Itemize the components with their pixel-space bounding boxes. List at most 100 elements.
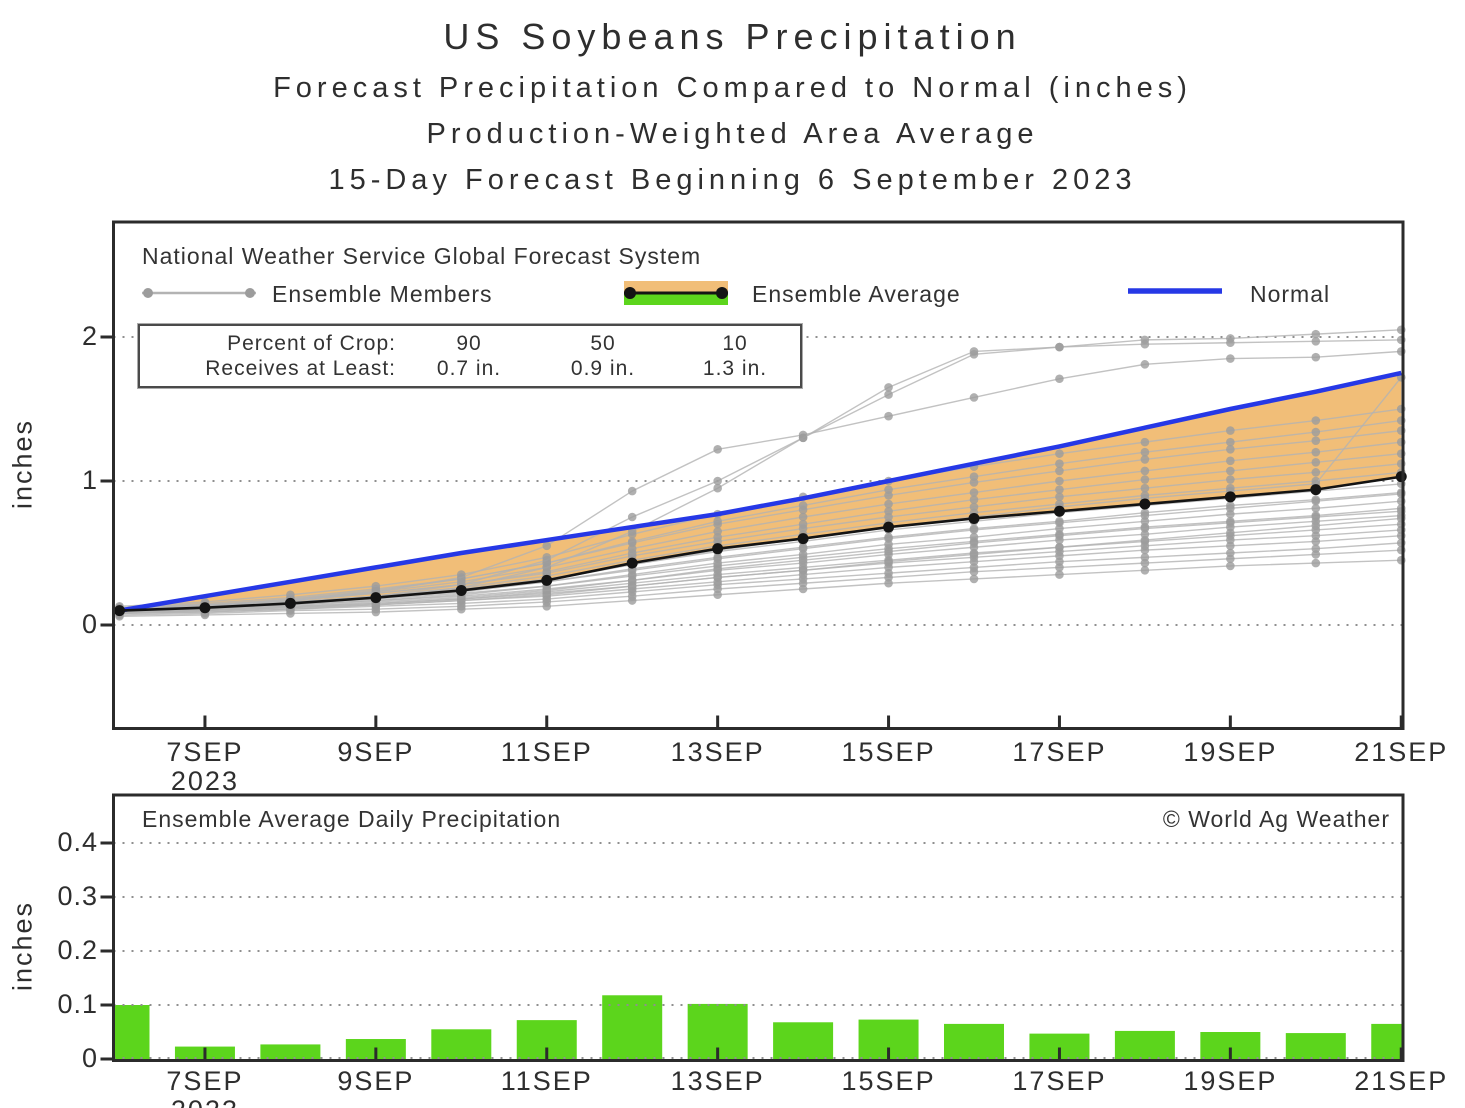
daily-precip-bar [260, 1044, 321, 1059]
ensemble-member-dot [1226, 518, 1235, 528]
ensemble-average-dot [797, 533, 809, 545]
daily-precip-bar [944, 1023, 1004, 1059]
daily-precip-bar [602, 995, 663, 1059]
ensemble-member-dot [1311, 504, 1321, 513]
ensemble-member-dot [1226, 445, 1235, 454]
ensemble-average-dot [455, 584, 467, 596]
legend-members-dot [245, 288, 255, 298]
ensemble-member-line [119, 523, 1402, 615]
ensemble-member-dot [884, 534, 893, 543]
ensemble-member-dot [627, 537, 637, 546]
ensemble-member-line [119, 429, 1402, 609]
ensemble-average-dot [1139, 498, 1151, 510]
ensemble-member-dot [713, 573, 722, 582]
ensemble-member-dot [1226, 426, 1235, 435]
ensemble-member-dot [1055, 466, 1064, 476]
ensemble-member-dot [1226, 548, 1235, 558]
ensemble-member-dot [1055, 542, 1064, 552]
ensemble-member-dot [1140, 483, 1150, 493]
bottom-chart-border [112, 793, 1405, 1062]
ensemble-member-dot [1226, 437, 1235, 447]
legend-average-dot [716, 287, 728, 299]
ensemble-member-dot [1226, 456, 1235, 466]
ensemble-member-dot [713, 554, 722, 564]
ensemble-member-dot [1055, 492, 1064, 502]
ensemble-member-line [119, 441, 1402, 610]
ensemble-member-dot [1140, 475, 1150, 484]
ensemble-member-dot [1140, 535, 1150, 545]
ensemble-member-line [119, 549, 1402, 616]
ensemble-member-dot [1311, 496, 1321, 506]
legend-members-dot [143, 288, 153, 298]
ensemble-member-dot [1140, 447, 1150, 457]
ensemble-member-dot [1311, 436, 1321, 445]
ensemble-member-dot [627, 512, 637, 522]
ensemble-member-line [119, 535, 1402, 613]
legend-average-band-below [624, 294, 728, 305]
daily-precip-bar [773, 1022, 834, 1059]
daily-precip-bar [1371, 1023, 1402, 1059]
ensemble-member-dot [1311, 329, 1321, 339]
ensemble-average-dot [1310, 484, 1322, 496]
ensemble-member-dot [1226, 504, 1235, 513]
ensemble-average-dot [883, 521, 895, 533]
ensemble-member-line [119, 517, 1402, 615]
ensemble-member-dot [1140, 466, 1150, 476]
daily-precip-bar [1285, 1033, 1346, 1059]
ensemble-member-dot [969, 495, 979, 505]
ensemble-average-dot [626, 557, 638, 569]
ensemble-member-dot [1055, 449, 1064, 458]
ensemble-member-dot [713, 483, 722, 493]
ensemble-member-dot [1311, 521, 1321, 530]
ensemble-member-dot [969, 574, 979, 584]
ensemble-member-dot [542, 541, 552, 551]
ensemble-member-dot [1311, 468, 1321, 477]
ensemble-member-dot [884, 506, 893, 516]
ensemble-member-dot [969, 502, 979, 512]
ensemble-member-dot [969, 472, 979, 481]
ensemble-member-dot [1311, 558, 1321, 568]
ensemble-member-dot [1226, 561, 1235, 571]
ensemble-member-dot [627, 576, 637, 585]
band-below-normal [119, 373, 1402, 611]
ensemble-member-dot [457, 573, 466, 582]
ensemble-member-line [119, 542, 1402, 615]
ensemble-member-dot [1055, 518, 1064, 528]
ensemble-member-dot [1311, 544, 1321, 553]
ensemble-average-dot [114, 605, 125, 617]
ensemble-member-dot [969, 525, 979, 535]
ensemble-member-line [119, 419, 1402, 612]
ensemble-average-dot [1224, 491, 1236, 503]
ensemble-member-line [119, 500, 1402, 613]
ensemble-member-dot [1055, 570, 1064, 579]
ensemble-member-line [119, 471, 1402, 612]
ensemble-member-dot [884, 390, 893, 399]
ensemble-member-dot [969, 550, 979, 559]
ensemble-member-dot [1055, 531, 1064, 541]
ensemble-member-dot [798, 433, 808, 443]
ensemble-member-dot [1226, 466, 1235, 476]
ensemble-average-dot [284, 597, 296, 609]
ensemble-member-dot [1311, 337, 1321, 346]
legend-average-band-above [624, 281, 728, 292]
normal-line [119, 370, 1402, 613]
ensemble-member-dot [884, 547, 893, 556]
ensemble-member-dot [1311, 512, 1321, 522]
ensemble-member-dot [1055, 459, 1064, 469]
ensemble-average-dot [1395, 471, 1407, 483]
ensemble-average-dot [370, 592, 382, 604]
ensemble-member-dot [1311, 416, 1321, 425]
ensemble-member-dot [542, 563, 552, 572]
ensemble-member-dot [1226, 338, 1235, 348]
top-chart-border [112, 220, 1405, 730]
ensemble-member-line [119, 510, 1402, 613]
ensemble-member-dot [884, 485, 893, 494]
ensemble-member-dot [1140, 511, 1150, 520]
ensemble-member-dot [798, 519, 808, 529]
daily-precip-bar [115, 1005, 150, 1059]
ensemble-member-dot [713, 564, 722, 574]
ensemble-member-dot [884, 383, 893, 392]
ensemble-member-dot [884, 557, 893, 566]
ensemble-member-line [119, 452, 1402, 612]
